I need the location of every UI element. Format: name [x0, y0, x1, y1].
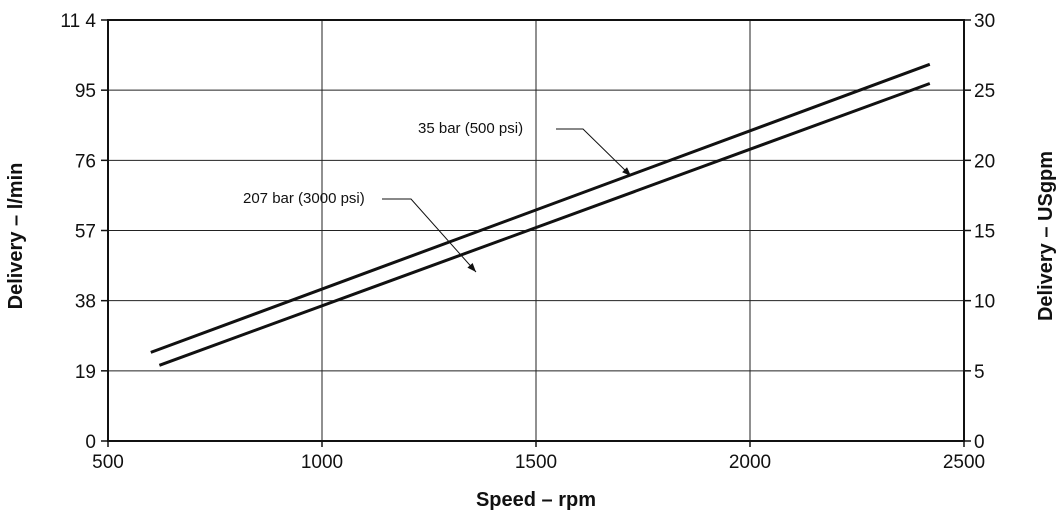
x-tick-label: 1500 — [515, 452, 557, 473]
series-lines — [150, 62, 931, 367]
x-axis-title: Speed – rpm — [476, 489, 596, 511]
y-axis-right-title: Delivery – USgpm — [1035, 151, 1057, 321]
annotation-207-bar: 207 bar (3000 psi) — [243, 190, 365, 207]
series-line-1 — [158, 82, 931, 367]
y-left-tick-label: 19 — [75, 362, 96, 383]
y-left-tick-label: 57 — [75, 222, 96, 243]
series-line-0 — [150, 62, 931, 354]
y-right-tick-label: 5 — [974, 362, 985, 383]
y-right-tick-label: 25 — [974, 81, 995, 102]
x-axis-ticks: 500 1000 1500 2000 2500 — [92, 441, 985, 473]
y-right-tick-label: 15 — [974, 222, 995, 243]
y-right-tick-label: 30 — [974, 11, 995, 32]
grid-lines — [107, 19, 965, 442]
annotation-leader-1 — [382, 198, 477, 273]
y-left-tick-label: 95 — [75, 81, 96, 102]
annotation-arrowhead-0 — [622, 167, 631, 176]
y-left-tick-label: 0 — [85, 432, 96, 453]
y-axis-right-ticks: 0 5 10 15 20 25 30 — [964, 11, 995, 453]
x-tick-label: 1000 — [301, 452, 343, 473]
annotation-leaders — [382, 128, 632, 273]
y-axis-left-title: Delivery – l/min — [5, 163, 27, 310]
annotation-arrowhead-1 — [467, 262, 476, 272]
y-right-tick-label: 10 — [974, 292, 995, 313]
y-right-tick-label: 20 — [974, 151, 995, 172]
y-left-tick-label: 76 — [75, 151, 96, 172]
x-tick-label: 2000 — [729, 452, 771, 473]
y-axis-left-ticks: 0 19 38 57 76 95 11 4 — [60, 11, 108, 453]
y-left-tick-label: 11 4 — [60, 11, 96, 32]
y-left-tick-label: 38 — [75, 292, 96, 313]
y-right-tick-label: 0 — [974, 432, 985, 453]
x-tick-label: 2500 — [943, 452, 985, 473]
annotation-35-bar: 35 bar (500 psi) — [418, 120, 523, 137]
x-tick-label: 500 — [92, 452, 124, 473]
annotation-leader-0 — [556, 128, 632, 177]
